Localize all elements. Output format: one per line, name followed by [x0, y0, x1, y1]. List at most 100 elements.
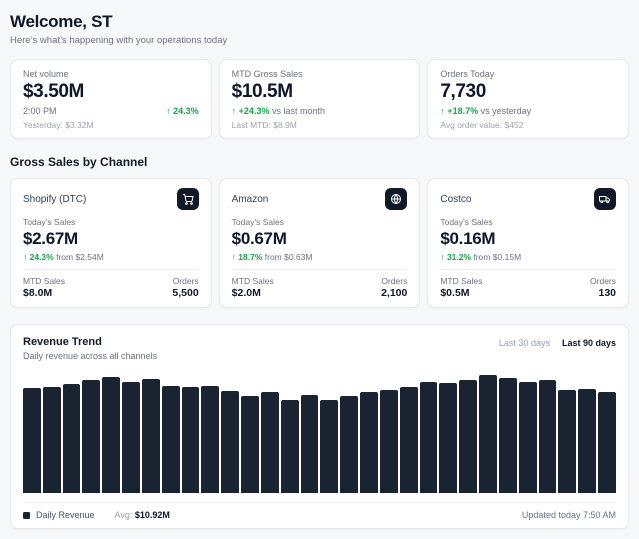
- shopping-cart-icon: [176, 188, 199, 210]
- channel-card-row: Shopify (DTC) Today’s Sales $2.67M ↑ 24.…: [10, 178, 630, 308]
- revenue-bar[interactable]: [360, 391, 378, 493]
- revenue-bar[interactable]: [241, 396, 259, 493]
- orders-value: 2,100: [381, 287, 408, 299]
- channel-card-shopify: Shopify (DTC) Today’s Sales $2.67M ↑ 24.…: [10, 178, 212, 308]
- stat-footnote: Avg order value: $452: [440, 120, 524, 130]
- revenue-bar[interactable]: [82, 379, 101, 493]
- stat-time: 2:00 PM: [23, 106, 57, 116]
- today-sales-value: $0.16M: [440, 229, 496, 248]
- stat-change-badge: ↑ 24.3%: [166, 106, 199, 116]
- revenue-bar[interactable]: [598, 391, 616, 493]
- channel-change-context: from $2.54M: [56, 252, 104, 262]
- average-value: $10.92M: [134, 510, 170, 520]
- channel-change-context: from $0.63M: [264, 252, 313, 262]
- orders-label: Orders: [590, 276, 617, 286]
- revenue-bar[interactable]: [141, 378, 160, 493]
- stat-value: $3.50M: [23, 81, 84, 102]
- mtd-sales-label: MTD Sales: [440, 276, 483, 286]
- channel-card-amazon: Amazon Today’s Sales $0.67M ↑ 18.7% from…: [218, 178, 421, 308]
- globe-icon: [385, 188, 408, 210]
- stat-change-badge: ↑ +18.7%: [440, 106, 479, 116]
- mtd-sales-label: MTD Sales: [231, 276, 274, 286]
- revenue-bar[interactable]: [399, 386, 418, 493]
- stat-footnote: Last MTD: $8.9M: [231, 120, 297, 130]
- revenue-bar[interactable]: [498, 377, 517, 493]
- page-title: Welcome, ST: [10, 12, 113, 31]
- stat-card-mtd-gross-sales: MTD Gross Sales $10.5M ↑ +24.3% vs last …: [218, 59, 421, 139]
- channel-change-badge: ↑ 18.7%: [231, 252, 263, 262]
- range-option-last-90-days[interactable]: Last 90 days: [561, 338, 616, 348]
- revenue-bar[interactable]: [62, 383, 81, 493]
- range-option-last-30-days[interactable]: Last 30 days: [498, 338, 550, 348]
- chart-subtitle: Daily revenue across all channels: [23, 351, 158, 361]
- revenue-bar[interactable]: [201, 385, 220, 493]
- revenue-bar[interactable]: [538, 379, 557, 493]
- revenue-bar[interactable]: [181, 386, 200, 493]
- stat-change-badge: ↑ +24.3%: [231, 106, 270, 116]
- channel-card-costco: Costco Today’s Sales $0.16M ↑ 31.2% from…: [427, 178, 630, 308]
- revenue-bar[interactable]: [459, 379, 478, 493]
- stat-change-context: vs last month: [271, 106, 325, 116]
- today-sales-label: Today’s Sales: [23, 217, 76, 227]
- mtd-sales-value: $8.0M: [23, 287, 53, 299]
- updated-timestamp: Updated today 7:50 AM: [521, 510, 616, 520]
- average-label: Avg:: [114, 510, 133, 520]
- kpi-stat-row: Net volume $3.50M 2:00 PM ↑ 24.3% Yester…: [10, 59, 630, 139]
- revenue-bar[interactable]: [419, 381, 438, 493]
- stat-footnote: Yesterday: $3.32M: [23, 120, 94, 130]
- revenue-bar[interactable]: [439, 382, 458, 493]
- legend-label: Daily Revenue: [36, 510, 95, 520]
- revenue-bar-plot: [23, 371, 616, 493]
- revenue-trend-card: Revenue Trend Daily revenue across all c…: [10, 324, 629, 529]
- revenue-bar[interactable]: [300, 395, 319, 493]
- orders-label: Orders: [172, 276, 199, 286]
- divider: [440, 269, 617, 270]
- revenue-bar[interactable]: [260, 392, 279, 493]
- revenue-bar[interactable]: [42, 386, 61, 493]
- mtd-sales-value: $0.5M: [440, 287, 470, 299]
- mtd-sales-label: MTD Sales: [23, 276, 66, 286]
- channel-change-badge: ↑ 24.3%: [23, 252, 54, 262]
- page-subtitle: Here’s what’s happening with your operat…: [10, 35, 228, 46]
- today-sales-label: Today’s Sales: [440, 217, 493, 227]
- divider: [231, 269, 408, 270]
- orders-label: Orders: [381, 276, 408, 286]
- revenue-bar[interactable]: [102, 376, 121, 493]
- stat-card-net-volume: Net volume $3.50M 2:00 PM ↑ 24.3% Yester…: [10, 59, 212, 139]
- channel-name: Amazon: [231, 193, 269, 205]
- revenue-bar[interactable]: [479, 374, 497, 493]
- today-sales-value: $2.67M: [23, 229, 78, 248]
- range-toggle: Last 30 days Last 90 days: [499, 336, 616, 348]
- channel-name: Shopify (DTC): [23, 193, 87, 205]
- revenue-bar[interactable]: [518, 381, 537, 493]
- stat-change-context: vs yesterday: [480, 106, 532, 116]
- stat-value: $10.5M: [231, 81, 293, 102]
- today-sales-label: Today’s Sales: [231, 217, 284, 227]
- divider: [23, 269, 199, 270]
- revenue-bar[interactable]: [320, 400, 339, 493]
- channel-name: Costco: [440, 193, 472, 205]
- revenue-bar[interactable]: [221, 390, 240, 493]
- revenue-bar[interactable]: [578, 388, 597, 493]
- truck-icon: [594, 188, 617, 210]
- channel-change-context: from $0.15M: [473, 252, 522, 262]
- revenue-bar[interactable]: [558, 389, 577, 493]
- revenue-bar[interactable]: [23, 387, 41, 493]
- orders-value: 130: [598, 287, 617, 299]
- stat-value: 7,730: [440, 81, 486, 102]
- revenue-bar[interactable]: [340, 396, 359, 493]
- orders-value: 5,500: [172, 287, 199, 299]
- stat-label: Orders Today: [440, 69, 495, 79]
- revenue-bar[interactable]: [379, 389, 398, 493]
- today-sales-value: $0.67M: [231, 229, 287, 248]
- revenue-bar[interactable]: [122, 381, 140, 493]
- revenue-bar[interactable]: [161, 385, 180, 493]
- chart-title: Revenue Trend: [23, 336, 102, 348]
- revenue-bar[interactable]: [280, 400, 299, 493]
- channel-change-badge: ↑ 31.2%: [440, 252, 472, 262]
- section-title-gross-sales-by-channel: Gross Sales by Channel: [10, 155, 148, 169]
- stat-label: MTD Gross Sales: [231, 69, 303, 79]
- stat-card-orders-today: Orders Today 7,730 ↑ +18.7% vs yesterday…: [427, 59, 630, 139]
- stat-label: Net volume: [23, 69, 69, 79]
